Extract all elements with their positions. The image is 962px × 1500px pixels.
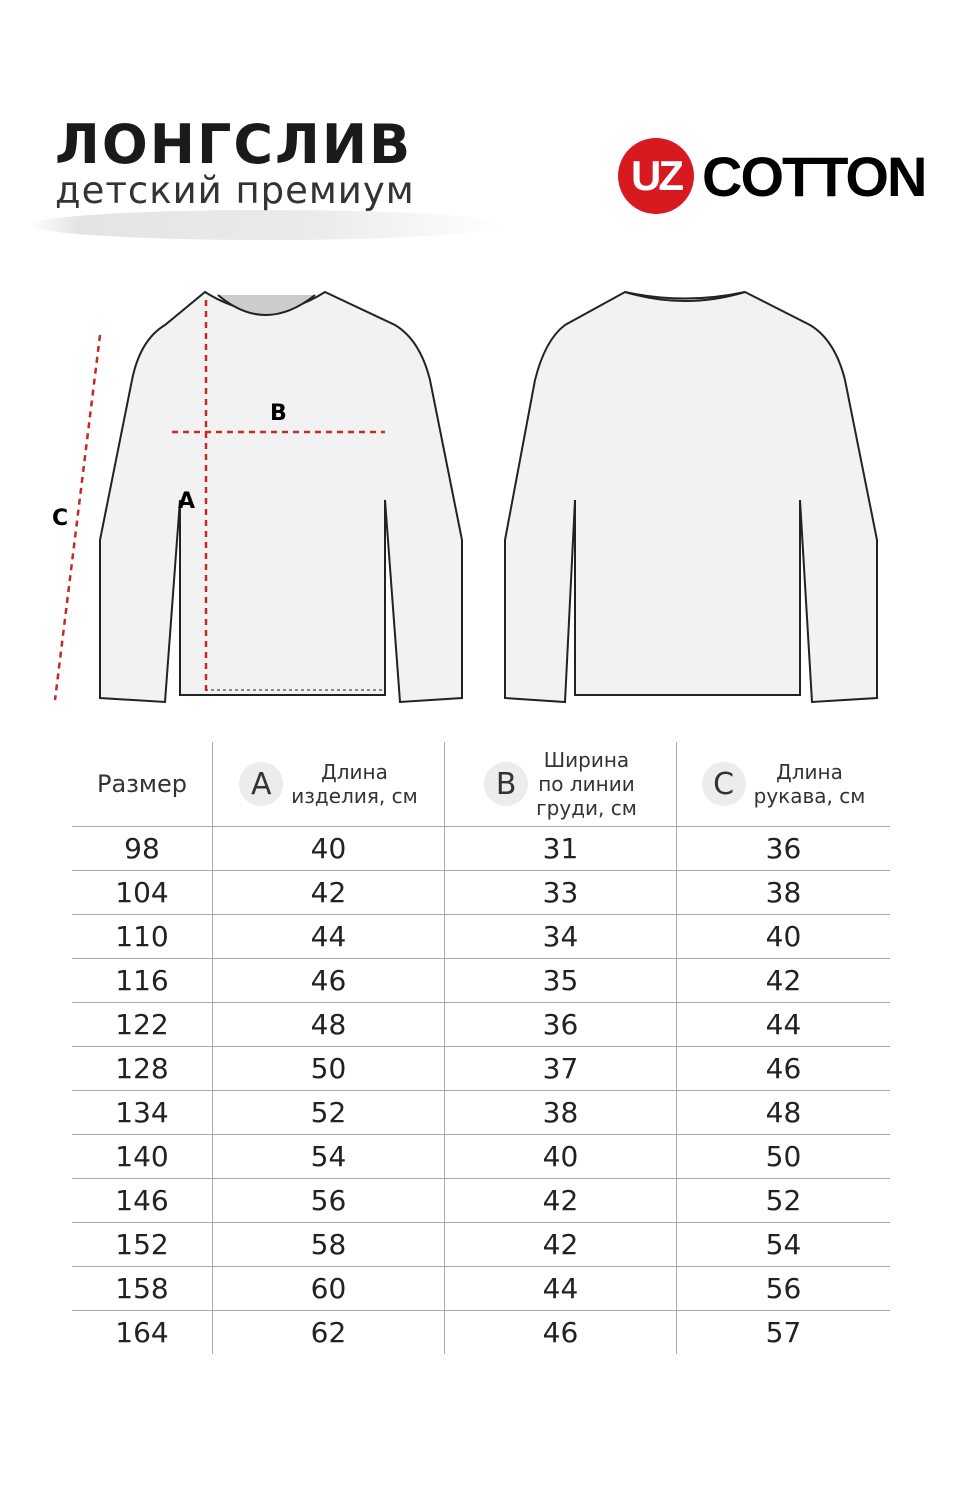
cell-sleeve-length: 44 [676,1002,890,1047]
cell-sleeve-length: 40 [676,914,890,959]
cell-size: 110 [72,914,213,959]
cell-sleeve-length: 50 [676,1134,890,1179]
cell-length: 58 [212,1222,445,1267]
product-subtitle: детский премиум [55,169,415,212]
cell-chest-width: 34 [444,914,677,959]
cell-size: 104 [72,870,213,915]
front-shirt-drawing [99,290,463,704]
cell-length: 54 [212,1134,445,1179]
cell-length: 48 [212,1002,445,1047]
cell-length: 62 [212,1310,445,1354]
header-size: Размер [72,742,213,827]
header-label: Ширина по линии груди, см [536,748,637,820]
cell-chest-width: 40 [444,1134,677,1179]
cell-chest-width: 42 [444,1178,677,1223]
garment-diagram: B A C [52,290,878,704]
label-a: A [178,489,195,514]
header-label: Длина рукава, см [753,760,866,808]
cell-size: 98 [72,826,213,871]
table-row: 116 46 35 42 [72,958,890,1003]
badge-c: C [701,762,746,806]
table-row: 152 58 42 54 [72,1222,890,1267]
cell-chest-width: 35 [444,958,677,1003]
cell-size: 134 [72,1090,213,1135]
cell-chest-width: 44 [444,1266,677,1311]
cell-size: 140 [72,1134,213,1179]
cell-length: 60 [212,1266,445,1311]
cell-size: 146 [72,1178,213,1223]
cell-length: 44 [212,914,445,959]
size-table: Размер A Длина изделия, см B Ширина по лин… [72,742,890,1354]
cell-sleeve-length: 36 [676,826,890,871]
cell-size: 116 [72,958,213,1003]
cell-length: 50 [212,1046,445,1091]
table-row: 146 56 42 52 [72,1178,890,1223]
header-a: A Длина изделия, см [212,742,445,827]
header-label: Размер [96,769,188,798]
table-row: 122 48 36 44 [72,1002,890,1047]
cell-sleeve-length: 48 [676,1090,890,1135]
cell-chest-width: 46 [444,1310,677,1354]
back-shirt-drawing [504,290,878,704]
cell-size: 128 [72,1046,213,1091]
cell-sleeve-length: 57 [676,1310,890,1354]
brush-stroke-decoration [30,210,505,240]
product-title: ЛОНГСЛИВ [55,113,413,176]
cell-size: 152 [72,1222,213,1267]
table-row: 98 40 31 36 [72,826,890,871]
cell-chest-width: 37 [444,1046,677,1091]
cell-sleeve-length: 46 [676,1046,890,1091]
table-row: 164 62 46 57 [72,1310,890,1354]
cell-size: 122 [72,1002,213,1047]
badge-b: B [484,762,529,806]
header-c: C Длина рукава, см [676,742,890,827]
logo-text: COTTON [702,144,927,208]
table-row: 104 42 33 38 [72,870,890,915]
table-row: 158 60 44 56 [72,1266,890,1311]
header-label: Длина изделия, см [291,760,418,808]
cell-chest-width: 36 [444,1002,677,1047]
cell-size: 158 [72,1266,213,1311]
cell-length: 52 [212,1090,445,1135]
table-row: 134 52 38 48 [72,1090,890,1135]
cell-sleeve-length: 54 [676,1222,890,1267]
label-b: B [270,401,287,426]
cell-length: 56 [212,1178,445,1223]
badge-a: A [239,762,284,806]
cell-sleeve-length: 56 [676,1266,890,1311]
cell-chest-width: 38 [444,1090,677,1135]
cell-length: 46 [212,958,445,1003]
cell-length: 42 [212,870,445,915]
table-row: 140 54 40 50 [72,1134,890,1179]
cell-size: 164 [115,1316,169,1349]
cell-length: 40 [212,826,445,871]
brand-logo: UZ COTTON [618,138,927,214]
cell-chest-width: 31 [444,826,677,871]
table-row: 110 44 34 40 [72,914,890,959]
header-b: B Ширина по линии груди, см [444,742,677,827]
table-header-row: Размер A Длина изделия, см B Ширина по лин… [72,742,890,827]
logo-mark: UZ [618,138,694,214]
table-row: 128 50 37 46 [72,1046,890,1091]
cell-chest-width: 42 [444,1222,677,1267]
label-c: C [52,506,68,531]
cell-chest-width: 33 [444,870,677,915]
cell-sleeve-length: 52 [676,1178,890,1223]
cell-sleeve-length: 42 [676,958,890,1003]
cell-sleeve-length: 38 [676,870,890,915]
